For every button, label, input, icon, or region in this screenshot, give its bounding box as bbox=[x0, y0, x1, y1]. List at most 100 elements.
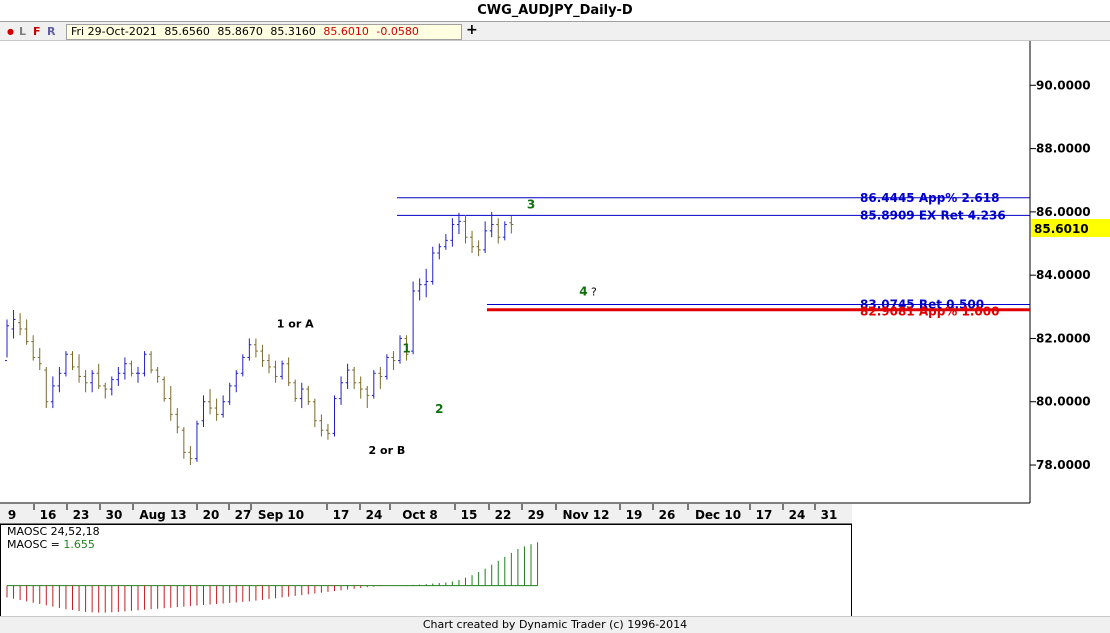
price-bar bbox=[489, 211, 494, 238]
price-bar bbox=[391, 351, 396, 371]
price-bar bbox=[339, 376, 344, 405]
price-bar bbox=[437, 243, 442, 260]
l-button[interactable]: L bbox=[19, 25, 27, 38]
price-bar bbox=[319, 414, 324, 437]
price-bar bbox=[430, 246, 435, 285]
price-bar bbox=[509, 216, 514, 234]
y-tick-label: 86.0000 bbox=[1036, 205, 1091, 219]
price-axis: 90.0000 88.0000 86.0000 84.0000 82.0000 80.00… bbox=[1030, 78, 1091, 472]
price-bar bbox=[450, 218, 455, 247]
wave-label: 2 or B bbox=[369, 444, 406, 457]
price-bar bbox=[365, 385, 370, 409]
level-lines: 86.4445 App% 2.618 85.8909 EX Ret 4.236 83… bbox=[397, 191, 1030, 319]
level-label: 85.8909 EX Ret 4.236 bbox=[860, 208, 1006, 222]
price-bar bbox=[142, 351, 147, 377]
price-bar bbox=[470, 230, 475, 254]
price-bar bbox=[155, 366, 160, 383]
add-button[interactable]: + bbox=[466, 22, 478, 38]
y-tick-label: 90.0000 bbox=[1036, 78, 1091, 92]
price-bar bbox=[325, 423, 330, 440]
x-tick-label: Oct 8 bbox=[402, 508, 438, 522]
oscillator-bars bbox=[6, 542, 539, 613]
x-tick-label: 17 bbox=[333, 508, 350, 522]
chart-area: 90.0000 88.0000 86.0000 84.0000 82.0000 80.00… bbox=[0, 41, 1110, 616]
quote-open: 85.6560 bbox=[164, 25, 210, 38]
oscillator-title: MAOSC 24,52,18 bbox=[7, 525, 100, 538]
info-toolbar: ● L F R Fri 29-Oct-2021 85.6560 85.8670 … bbox=[0, 22, 1110, 41]
price-bar bbox=[188, 446, 193, 466]
x-tick-label: 31 bbox=[821, 508, 838, 522]
quote-box: Fri 29-Oct-2021 85.6560 85.8670 85.3160 … bbox=[66, 24, 462, 40]
price-bar bbox=[109, 376, 114, 396]
price-bar bbox=[456, 212, 461, 235]
price-bar bbox=[5, 319, 9, 362]
x-tick-label: Sep 10 bbox=[258, 508, 304, 522]
price-bar bbox=[201, 395, 206, 428]
price-bar bbox=[57, 366, 62, 393]
y-tick-label: 80.0000 bbox=[1036, 395, 1091, 409]
price-bar bbox=[37, 347, 42, 371]
price-bar bbox=[31, 335, 36, 361]
x-tick-label: 20 bbox=[203, 508, 220, 522]
wave-label: 3 bbox=[527, 198, 535, 212]
price-bar bbox=[168, 385, 173, 421]
price-bar bbox=[149, 351, 154, 374]
price-bar bbox=[260, 344, 265, 367]
price-bar bbox=[286, 357, 291, 386]
price-bar bbox=[24, 319, 29, 345]
price-bar bbox=[267, 354, 271, 374]
price-bars bbox=[5, 211, 514, 466]
price-bar bbox=[312, 398, 317, 428]
price-bar bbox=[63, 351, 68, 377]
price-bar bbox=[175, 408, 180, 434]
window-title: CWG_AUDJPY_Daily-D bbox=[0, 0, 1110, 22]
price-bar bbox=[332, 395, 337, 437]
x-tick-label: Aug 13 bbox=[139, 508, 186, 522]
x-tick-label: Dec 10 bbox=[695, 508, 741, 522]
price-bar bbox=[293, 379, 298, 402]
price-bar bbox=[136, 366, 140, 383]
x-tick-label: 24 bbox=[789, 508, 806, 522]
price-bar bbox=[122, 357, 127, 380]
x-tick-label: 27 bbox=[235, 508, 252, 522]
x-tick-label: 17 bbox=[756, 508, 773, 522]
price-bar bbox=[502, 221, 507, 241]
x-tick-label: 29 bbox=[528, 508, 545, 522]
price-bar bbox=[83, 370, 88, 393]
wave-labels: 1 or A 2 or B 1 2 3 4? bbox=[277, 198, 597, 457]
current-price-box: 85.6010 bbox=[1031, 219, 1110, 237]
x-tick-label: 26 bbox=[659, 508, 676, 522]
oscillator-value: 1.655 bbox=[63, 538, 95, 551]
status-dot-icon[interactable]: ● bbox=[7, 27, 14, 36]
wave-label: 4 bbox=[579, 285, 587, 299]
price-bar bbox=[384, 354, 389, 380]
price-bar bbox=[44, 366, 49, 409]
x-tick-label: 9 bbox=[8, 508, 16, 522]
price-bar bbox=[103, 382, 108, 399]
f-button[interactable]: F bbox=[33, 25, 41, 38]
y-tick-label: 84.0000 bbox=[1036, 268, 1091, 282]
quote-low: 85.3160 bbox=[270, 25, 316, 38]
wave-label: ? bbox=[591, 286, 597, 299]
wave-label: 1 or A bbox=[277, 317, 314, 330]
price-bar bbox=[194, 420, 199, 462]
price-bar bbox=[280, 360, 285, 380]
price-bar bbox=[116, 366, 121, 386]
level-label: 83.0745 Ret 0.500 bbox=[860, 297, 984, 311]
quote-date: Fri 29-Oct-2021 bbox=[71, 25, 157, 38]
footer-credit: Chart created by Dynamic Trader (c) 1996… bbox=[0, 616, 1110, 633]
current-price-label: 85.6010 bbox=[1034, 222, 1089, 236]
price-bar bbox=[299, 382, 304, 409]
r-button[interactable]: R bbox=[47, 25, 56, 38]
price-bar bbox=[253, 338, 258, 358]
quote-change: -0.0580 bbox=[376, 25, 419, 38]
x-tick-label: 22 bbox=[495, 508, 512, 522]
price-bar bbox=[411, 281, 416, 355]
price-bar bbox=[77, 354, 82, 383]
price-bar bbox=[404, 335, 409, 361]
price-bar bbox=[234, 370, 239, 393]
wave-label: 1 bbox=[402, 342, 410, 356]
price-bar bbox=[358, 376, 363, 399]
price-bar bbox=[352, 366, 357, 390]
level-label: 82.9081 App% 1.000 bbox=[860, 305, 999, 319]
